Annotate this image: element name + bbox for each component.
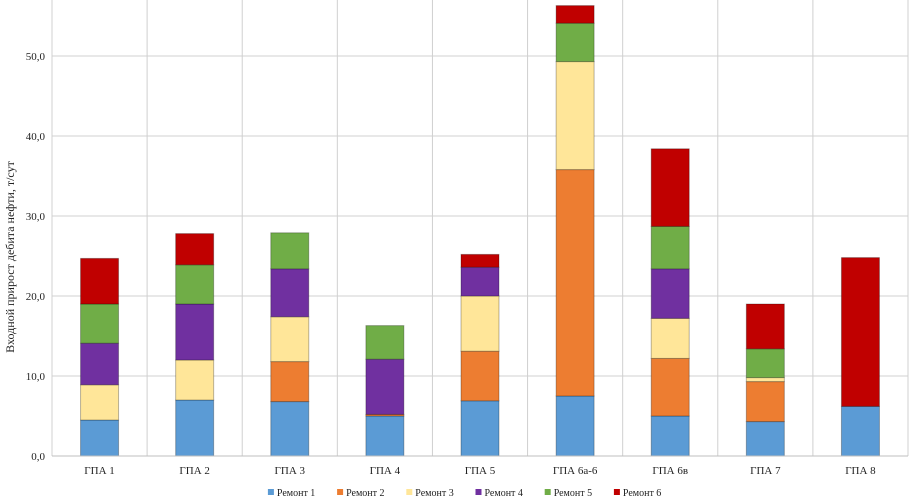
bar-stack-7 bbox=[650, 148, 690, 457]
bar-segment-4 bbox=[175, 303, 215, 361]
legend-label: Ремонт 3 bbox=[415, 488, 453, 499]
y-tick-label: 40,0 bbox=[26, 131, 46, 143]
bar-segment-1 bbox=[175, 399, 215, 457]
x-tick-label: ГПА 2 bbox=[179, 465, 210, 477]
x-tick-label: ГПА 5 bbox=[465, 465, 496, 477]
y-tick-label: 0,0 bbox=[31, 451, 45, 463]
bar-segment-3 bbox=[555, 61, 595, 171]
bar-segment-2 bbox=[650, 357, 690, 417]
legend-swatch bbox=[475, 489, 482, 495]
bar-segment-2 bbox=[555, 169, 595, 397]
bar-segment-5 bbox=[365, 325, 405, 360]
bar-segment-5 bbox=[650, 225, 690, 270]
bar-segment-1 bbox=[80, 419, 120, 457]
x-tick-label: ГПА 4 bbox=[370, 465, 401, 477]
bar-segment-3 bbox=[745, 377, 785, 383]
grid-lines bbox=[51, 0, 909, 457]
bar-segment-1 bbox=[270, 401, 310, 457]
bar-segment-6 bbox=[650, 148, 690, 227]
legend-label: Ремонт 5 bbox=[554, 488, 592, 499]
bar-segment-1 bbox=[650, 415, 690, 457]
bar-segment-1 bbox=[745, 421, 785, 457]
bar-stack-9 bbox=[840, 257, 880, 457]
bar-stack-6 bbox=[555, 5, 595, 457]
y-axis: 0,0 10,0 20,0 30,0 40,0 50,0 bbox=[26, 51, 46, 463]
bar-segment-1 bbox=[365, 415, 405, 457]
legend-label: Ремонт 4 bbox=[485, 488, 523, 499]
bar-segment-6 bbox=[175, 233, 215, 266]
bar-stack-5 bbox=[460, 253, 500, 457]
legend-swatch bbox=[406, 489, 413, 495]
x-tick-label: ГПА 7 bbox=[750, 465, 781, 477]
x-tick-label: ГПА 8 bbox=[845, 465, 876, 477]
y-axis-label: Входной прирост дебита нефти, т/сут bbox=[3, 160, 17, 352]
y-tick-label: 10,0 bbox=[26, 371, 46, 383]
bar-segment-2 bbox=[270, 361, 310, 403]
legend-item-4: Ремонт 4 bbox=[475, 488, 523, 499]
bar-segment-4 bbox=[460, 266, 500, 297]
bar-segment-5 bbox=[270, 232, 310, 270]
bar-segment-4 bbox=[650, 268, 690, 319]
bar-segment-4 bbox=[270, 268, 310, 318]
x-tick-label: ГПА 6в bbox=[652, 465, 688, 477]
bar-stack-2 bbox=[175, 233, 215, 457]
bar-segment-1 bbox=[840, 405, 880, 457]
legend-swatch bbox=[613, 489, 620, 495]
legend-item-3: Ремонт 3 bbox=[406, 488, 454, 499]
bar-segment-4 bbox=[80, 342, 120, 386]
legend-label: Ремонт 1 bbox=[277, 488, 315, 499]
legend-label: Ремонт 6 bbox=[623, 488, 661, 499]
bar-segment-6 bbox=[80, 257, 120, 305]
x-axis: ГПА 1 ГПА 2 ГПА 3 ГПА 4 ГПА 5 ГПА 6а-6 ГПА 6в Г… bbox=[52, 455, 908, 477]
x-tick-label: ГПА 3 bbox=[275, 465, 306, 477]
bar-segment-6 bbox=[555, 5, 595, 24]
x-tick-label: ГПА 6а-6 bbox=[553, 465, 598, 477]
bar-segment-5 bbox=[555, 22, 595, 63]
bar-segment-2 bbox=[460, 350, 500, 402]
legend-item-2: Ремонт 2 bbox=[337, 488, 385, 499]
legend-item-5: Ремонт 5 bbox=[544, 488, 592, 499]
bar-segment-1 bbox=[460, 400, 500, 457]
legend: Ремонт 1 Ремонт 2 Ремонт 3 Ремонт 4 Ремонт 5… bbox=[267, 488, 661, 499]
bar-stack-1 bbox=[80, 257, 120, 457]
legend-item-1: Ремонт 1 bbox=[267, 488, 315, 499]
bar-segment-3 bbox=[270, 316, 310, 363]
legend-swatch bbox=[544, 489, 551, 495]
x-tick-label: ГПА 1 bbox=[84, 465, 115, 477]
legend-swatch bbox=[267, 489, 274, 495]
bar-stack-8 bbox=[745, 303, 785, 457]
bar-segment-4 bbox=[365, 358, 405, 415]
y-tick-label: 50,0 bbox=[26, 51, 46, 63]
y-tick-label: 20,0 bbox=[26, 291, 46, 303]
bar-segment-3 bbox=[80, 384, 120, 421]
bar-segment-6 bbox=[745, 303, 785, 350]
bar-segment-5 bbox=[745, 348, 785, 379]
bar-segment-6 bbox=[460, 253, 500, 268]
y-tick-label: 30,0 bbox=[26, 211, 46, 223]
legend-item-6: Ремонт 6 bbox=[613, 488, 661, 499]
legend-label: Ремонт 2 bbox=[346, 488, 384, 499]
bar-segment-3 bbox=[175, 359, 215, 401]
bar-stack-4 bbox=[365, 325, 405, 457]
bar-segment-2 bbox=[745, 381, 785, 423]
bar-stack-3 bbox=[270, 232, 310, 457]
bar-segment-3 bbox=[460, 295, 500, 352]
bar-segment-3 bbox=[650, 317, 690, 359]
bar-segment-5 bbox=[80, 303, 120, 344]
bars bbox=[80, 5, 880, 457]
bar-segment-6 bbox=[840, 257, 880, 407]
legend-swatch bbox=[337, 489, 344, 495]
bar-segment-1 bbox=[555, 395, 595, 457]
bar-segment-5 bbox=[175, 264, 215, 305]
